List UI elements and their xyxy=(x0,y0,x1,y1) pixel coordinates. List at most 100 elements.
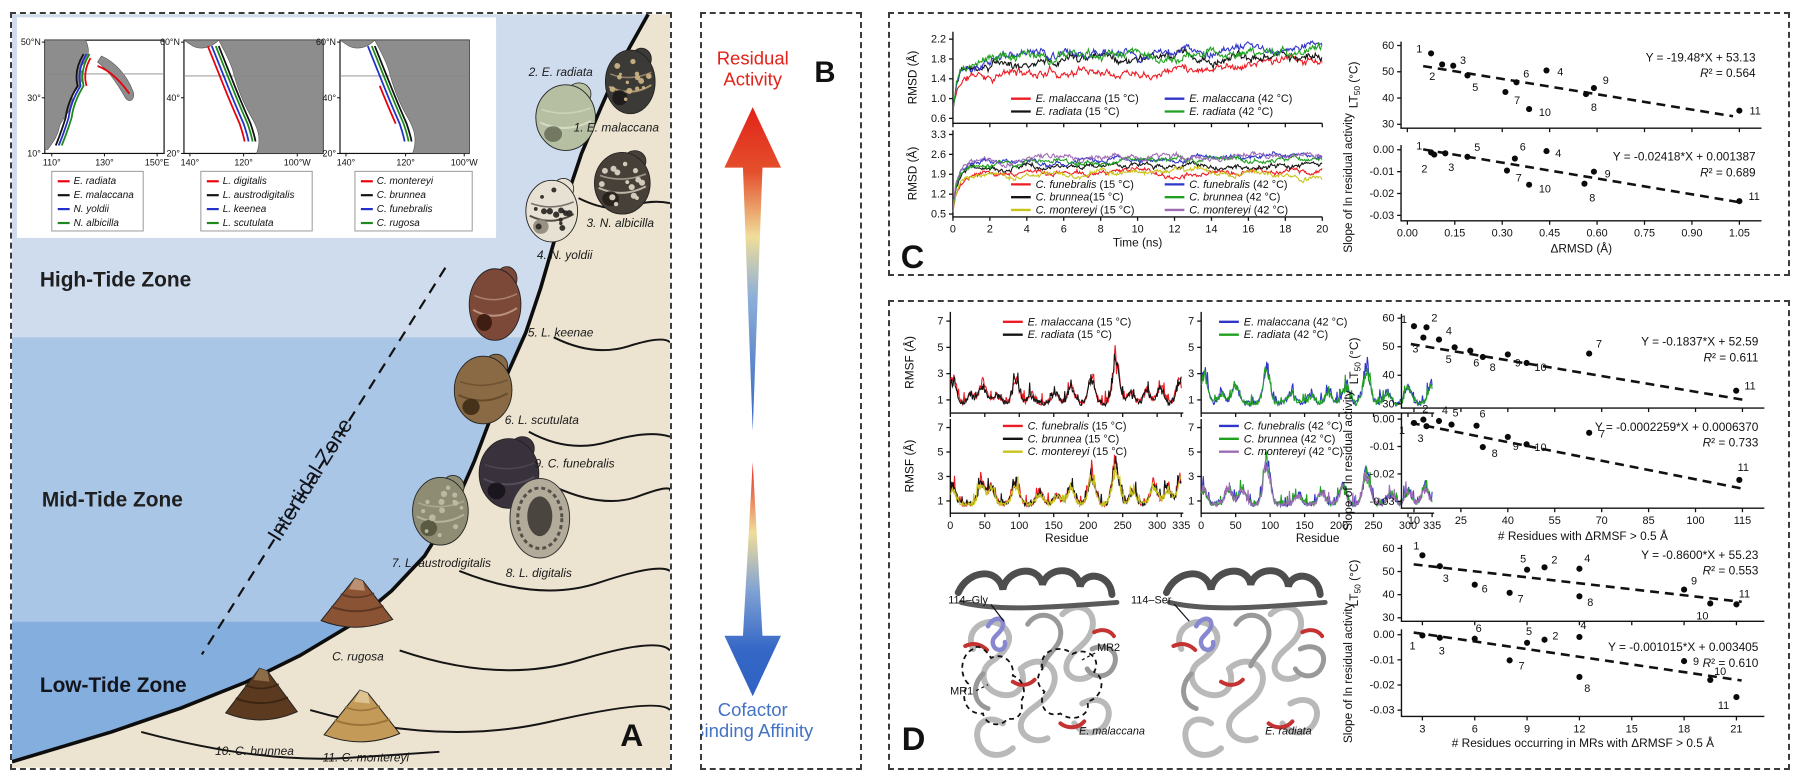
scat-d4: 0.00-0.01-0.02-0.033 6 9 12 15 18 21# Residues… xyxy=(1341,602,1765,750)
y-tick-label: 1.2 xyxy=(931,189,946,201)
axis xyxy=(1400,41,1762,129)
legend-species-label: N. yoldii xyxy=(74,204,110,215)
legend-label: C. funebralis (42 °C) xyxy=(1189,179,1287,191)
x-tick-label: 0.30 xyxy=(1492,228,1513,240)
series-C-funebralis42 xyxy=(952,151,1323,209)
map-x-tick: 120° xyxy=(234,157,253,167)
legend-label: E. radiata (15 °C) xyxy=(1036,106,1120,118)
axis xyxy=(1400,144,1762,222)
map-y-tick: 60°N xyxy=(160,37,180,47)
protein-structure xyxy=(954,567,1120,758)
mutated-residue-segment xyxy=(1058,719,1087,730)
trendline xyxy=(1422,148,1740,204)
x-tick-label: 335 xyxy=(1423,520,1441,532)
data-point-5 xyxy=(1524,639,1531,646)
y-tick-label: 30 xyxy=(1382,612,1394,624)
map-y-tick: 10° xyxy=(27,148,41,158)
regression-equation: Y = -0.001015*X + 0.003405 xyxy=(1608,640,1759,654)
point-label: 6 xyxy=(1476,623,1482,635)
x-tick-label: 0.75 xyxy=(1634,228,1655,240)
y-tick-label: 2.6 xyxy=(931,149,946,161)
shore-contour-line xyxy=(458,567,670,592)
legend-species-label: L. digitalis xyxy=(223,176,267,187)
x-tick-label: 100 xyxy=(1686,515,1704,527)
x-tick-label: 0 xyxy=(1198,520,1204,532)
point-label: 2 xyxy=(1421,163,1427,175)
regression-equation: Y = -19.48*X + 53.13 xyxy=(1646,50,1756,64)
snail-label: 9. C. funebralis xyxy=(535,457,615,471)
point-label: 9 xyxy=(1605,169,1611,181)
data-point-8 xyxy=(1582,91,1590,98)
map-y-tick: 20° xyxy=(166,148,180,158)
high-tide-label: High-Tide Zone xyxy=(40,269,191,292)
shore-contour-line xyxy=(528,430,670,447)
data-point-7 xyxy=(1586,429,1593,436)
x-tick-label: 200 xyxy=(1079,520,1097,532)
data-point-6 xyxy=(1467,347,1474,354)
mutated-residue-segment xyxy=(1171,642,1198,652)
series-C-brunnea42 xyxy=(952,153,1323,211)
legend-label: C. montereyi (15 °C) xyxy=(1028,446,1127,458)
y-tick-label: -0.01 xyxy=(1370,441,1395,453)
mutated-residue-segment xyxy=(1266,719,1295,730)
legend-species-label: C. brunnea xyxy=(377,190,427,201)
y-axis-label: RMSD (Å) xyxy=(906,147,920,201)
x-tick-label: 50 xyxy=(979,520,991,532)
data-point-4 xyxy=(1543,148,1550,155)
y-tick-label: 0.00 xyxy=(1373,144,1394,156)
map-x-tick: 130° xyxy=(95,157,114,167)
point-label: 11 xyxy=(1749,106,1760,118)
series-C-montereyi42 xyxy=(952,150,1323,208)
map-x-tick: 110° xyxy=(43,157,61,167)
snail-7-L-austrodigitalis xyxy=(412,475,469,546)
x-tick-label: 12 xyxy=(1169,224,1181,236)
landmass-alaska xyxy=(183,40,220,49)
distribution-line xyxy=(54,53,85,146)
point-label: 7 xyxy=(1516,172,1522,184)
y-tick-label: 1 xyxy=(937,394,943,406)
x-tick-label: 100 xyxy=(1261,520,1279,532)
legend-label: C. brunnea(15 °C) xyxy=(1036,192,1124,204)
data-point-9 xyxy=(1590,85,1597,92)
point-label: 7 xyxy=(1596,339,1602,351)
regression-equation: Y = -0.0002259*X + 0.0006370 xyxy=(1595,420,1759,434)
r-squared: R² = 0.611 xyxy=(1703,350,1758,364)
map-y-tick: 60°N xyxy=(316,37,336,47)
point-label: 9 xyxy=(1515,357,1521,369)
x-tick-label: 0.90 xyxy=(1681,228,1702,240)
map-legend-1: E. radiata E. malaccana N. yoldii N. albici… xyxy=(51,170,144,232)
range-map-2: 60°N 40° 20°140° 120° 100°W xyxy=(160,37,324,167)
data-point-9 xyxy=(1681,586,1688,593)
x-tick-label: 10 xyxy=(1132,224,1144,236)
y-axis-label: LT50 (°C) xyxy=(1347,62,1362,109)
map-y-tick: 30° xyxy=(27,93,41,103)
mutated-residue-segment xyxy=(963,642,990,652)
x-tick-label: 3 xyxy=(1419,723,1425,735)
point-label: 8 xyxy=(1584,683,1590,695)
data-point-6 xyxy=(1511,155,1518,162)
cofactor-label-line2: Binding Affinity xyxy=(702,720,814,741)
distribution-line xyxy=(367,45,406,142)
point-label: 9 xyxy=(1513,441,1519,453)
x-tick-label: 200 xyxy=(1330,520,1348,532)
mr1-outline xyxy=(961,646,1025,726)
axis xyxy=(1400,313,1765,409)
legend-species-label: L. scutulata xyxy=(223,218,274,229)
distribution-line xyxy=(57,53,88,146)
y-tick-label: -0.02 xyxy=(1370,468,1395,480)
trendline xyxy=(1413,631,1742,682)
legend-label: C. funebralis (15 °C) xyxy=(1036,179,1134,191)
y-tick-label: 30 xyxy=(1382,119,1394,131)
panel-a-intertidal-diagram: Intertidal Zone High-Tide Zone Mid-Tide Zo… xyxy=(10,12,672,770)
snail-label: C. rugosa xyxy=(332,649,384,663)
data-point-11 xyxy=(1736,476,1743,484)
map-y-tick: 40° xyxy=(323,93,337,103)
landmass-north-america xyxy=(218,40,324,154)
data-point-7 xyxy=(1502,88,1509,96)
point-label: 2 xyxy=(1552,631,1558,643)
data-point-7 xyxy=(1506,657,1513,664)
distribution-line xyxy=(217,45,257,142)
point-label: 4 xyxy=(1557,66,1563,78)
point-label: 4 xyxy=(1442,405,1448,417)
point-label: 3 xyxy=(1448,162,1454,174)
